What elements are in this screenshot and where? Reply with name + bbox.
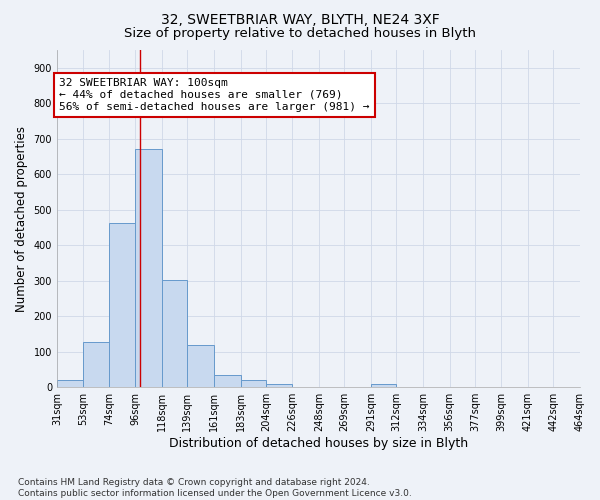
Bar: [214, 375, 241, 387]
Text: 32, SWEETBRIAR WAY, BLYTH, NE24 3XF: 32, SWEETBRIAR WAY, BLYTH, NE24 3XF: [161, 12, 439, 26]
Bar: [266, 384, 292, 387]
Bar: [83, 342, 109, 387]
Text: Size of property relative to detached houses in Blyth: Size of property relative to detached ho…: [124, 28, 476, 40]
X-axis label: Distribution of detached houses by size in Blyth: Distribution of detached houses by size …: [169, 437, 468, 450]
Bar: [57, 380, 83, 387]
Bar: [371, 384, 397, 387]
Bar: [241, 380, 266, 387]
Bar: [187, 344, 214, 387]
Bar: [109, 223, 136, 387]
Y-axis label: Number of detached properties: Number of detached properties: [15, 126, 28, 312]
Bar: [136, 148, 162, 387]
Text: Contains HM Land Registry data © Crown copyright and database right 2024.
Contai: Contains HM Land Registry data © Crown c…: [18, 478, 412, 498]
Text: 32 SWEETBRIAR WAY: 100sqm
← 44% of detached houses are smaller (769)
56% of semi: 32 SWEETBRIAR WAY: 100sqm ← 44% of detac…: [59, 78, 370, 112]
Bar: [162, 280, 187, 387]
